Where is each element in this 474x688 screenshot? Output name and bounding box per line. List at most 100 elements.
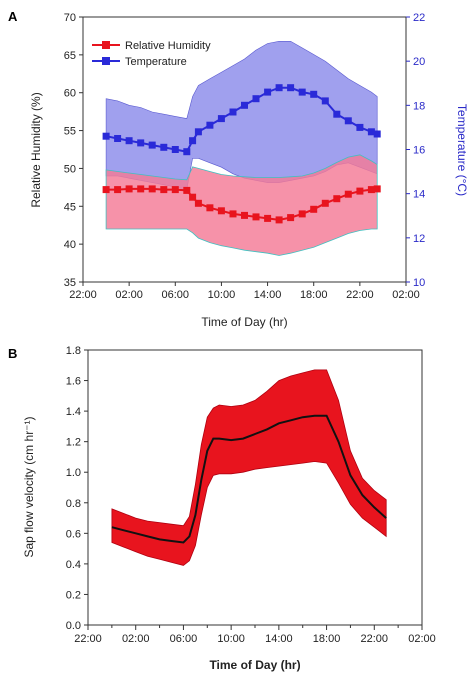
y-tick-label: 1.8: [66, 345, 81, 357]
point-relative-humidity: [102, 186, 110, 194]
point-temperature: [344, 117, 352, 125]
panel-a-y2-axis: 10 12 14 16 18 20 22: [406, 12, 425, 289]
point-temperature: [252, 95, 260, 103]
x-tick-label: 18:00: [313, 633, 341, 645]
legend-swatch-marker-rh: [102, 41, 110, 49]
point-temperature: [321, 97, 329, 105]
y-tick-label: 40: [64, 239, 76, 251]
legend-label-temp: Temperature: [125, 56, 187, 68]
panel-a-y-label: Relative Humidity (%): [29, 92, 43, 207]
y-tick-label: 35: [64, 277, 76, 289]
x-tick-label: 02:00: [115, 289, 143, 301]
x-tick-label: 14:00: [265, 633, 293, 645]
point-relative-humidity: [321, 199, 329, 207]
point-temperature: [241, 101, 248, 109]
panel-b-y-label: Sap flow velocity (cm hr⁻¹): [22, 416, 36, 557]
point-temperature: [264, 88, 272, 96]
point-relative-humidity: [125, 185, 133, 193]
point-relative-humidity: [333, 195, 341, 203]
y2-tick-label: 10: [413, 277, 425, 289]
point-relative-humidity: [367, 186, 375, 194]
x-tick-label: 02:00: [122, 633, 150, 645]
x-tick-label: 06:00: [162, 289, 190, 301]
y-tick-label: 0.6: [66, 528, 81, 540]
panel-label-a: A: [8, 9, 18, 24]
point-temperature: [183, 148, 191, 156]
point-relative-humidity: [148, 185, 156, 193]
point-temperature: [102, 132, 110, 140]
point-temperature: [367, 128, 375, 136]
point-temperature: [114, 135, 122, 142]
point-relative-humidity: [298, 210, 306, 218]
point-relative-humidity: [241, 211, 248, 219]
y-tick-label: 1.0: [66, 467, 81, 479]
point-relative-humidity: [114, 186, 122, 194]
panel-a-legend: Relative Humidity Temperature: [92, 40, 211, 68]
x-tick-label: 22:00: [69, 289, 97, 301]
series-line-sap-flow: [111, 414, 387, 544]
point-temperature: [189, 137, 197, 145]
panel-b-frame: [87, 349, 423, 626]
point-temperature: [171, 146, 179, 153]
point-temperature: [356, 123, 364, 131]
y2-tick-label: 14: [413, 189, 425, 201]
point-relative-humidity: [310, 205, 318, 213]
x-tick-label: 10:00: [217, 633, 245, 645]
y-tick-label: 0.0: [66, 620, 81, 632]
panel-b-y-axis: 0.0 0.2 0.4 0.6 0.8 1.0 1.2 1.4 1.6 1.8: [66, 345, 88, 632]
panel-b-series: [111, 414, 387, 544]
point-relative-humidity: [344, 190, 352, 198]
point-temperature: [275, 84, 283, 92]
y-tick-label: 0.2: [66, 589, 81, 601]
point-temperature: [373, 130, 381, 138]
y2-tick-label: 18: [413, 100, 425, 112]
y-tick-label: 70: [64, 12, 76, 24]
panel-a-x-axis: 22:00 02:00 06:00 10:00 14:00 18:00 22:00 02:00: [69, 282, 420, 301]
x-tick-label: 02:00: [392, 289, 420, 301]
band-relative-humidity: [105, 154, 378, 256]
point-temperature: [125, 137, 133, 145]
panel-a-y2-label: Temperature (°C): [455, 104, 469, 196]
x-tick-label: 10:00: [208, 289, 236, 301]
y2-tick-label: 20: [413, 56, 425, 68]
point-relative-humidity: [252, 213, 260, 221]
y2-tick-label: 12: [413, 233, 425, 245]
point-relative-humidity: [264, 214, 272, 222]
band-sap-flow: [111, 369, 387, 566]
panel-a-bands: [105, 41, 378, 256]
point-relative-humidity: [229, 210, 237, 218]
y-tick-label: 0.8: [66, 498, 81, 510]
point-temperature: [137, 139, 145, 147]
x-tick-label: 18:00: [300, 289, 328, 301]
panel-b-bands: [111, 369, 387, 566]
x-tick-label: 14:00: [254, 289, 282, 301]
point-temperature: [310, 90, 318, 98]
y-tick-label: 45: [64, 201, 76, 213]
panel-label-b: B: [8, 346, 17, 361]
y-tick-label: 1.2: [66, 437, 81, 449]
point-temperature: [148, 141, 156, 149]
panel-b-x-label: Time of Day (hr): [209, 658, 300, 672]
x-tick-label: 06:00: [170, 633, 198, 645]
point-relative-humidity: [189, 193, 197, 201]
point-relative-humidity: [137, 185, 145, 193]
point-temperature: [206, 121, 214, 129]
y-tick-label: 1.4: [66, 406, 81, 418]
legend-label-rh: Relative Humidity: [125, 40, 211, 52]
y2-tick-label: 22: [413, 12, 425, 24]
y2-tick-label: 16: [413, 145, 425, 157]
point-relative-humidity: [183, 186, 191, 194]
x-tick-label: 22:00: [346, 289, 374, 301]
point-temperature: [229, 108, 237, 116]
point-relative-humidity: [171, 186, 179, 194]
y-tick-label: 50: [64, 163, 76, 175]
panel-a-x-label: Time of Day (hr): [201, 315, 287, 329]
point-relative-humidity: [275, 216, 283, 224]
point-temperature: [217, 115, 225, 123]
point-relative-humidity: [356, 187, 364, 195]
point-relative-humidity: [373, 185, 381, 193]
point-temperature: [287, 84, 295, 92]
x-tick-label: 22:00: [361, 633, 389, 645]
panel-b-x-axis: 22:00 02:00 06:00 10:00 14:00 18:00 22:00 02:00: [74, 625, 436, 645]
legend-swatch-marker-temp: [102, 57, 110, 65]
